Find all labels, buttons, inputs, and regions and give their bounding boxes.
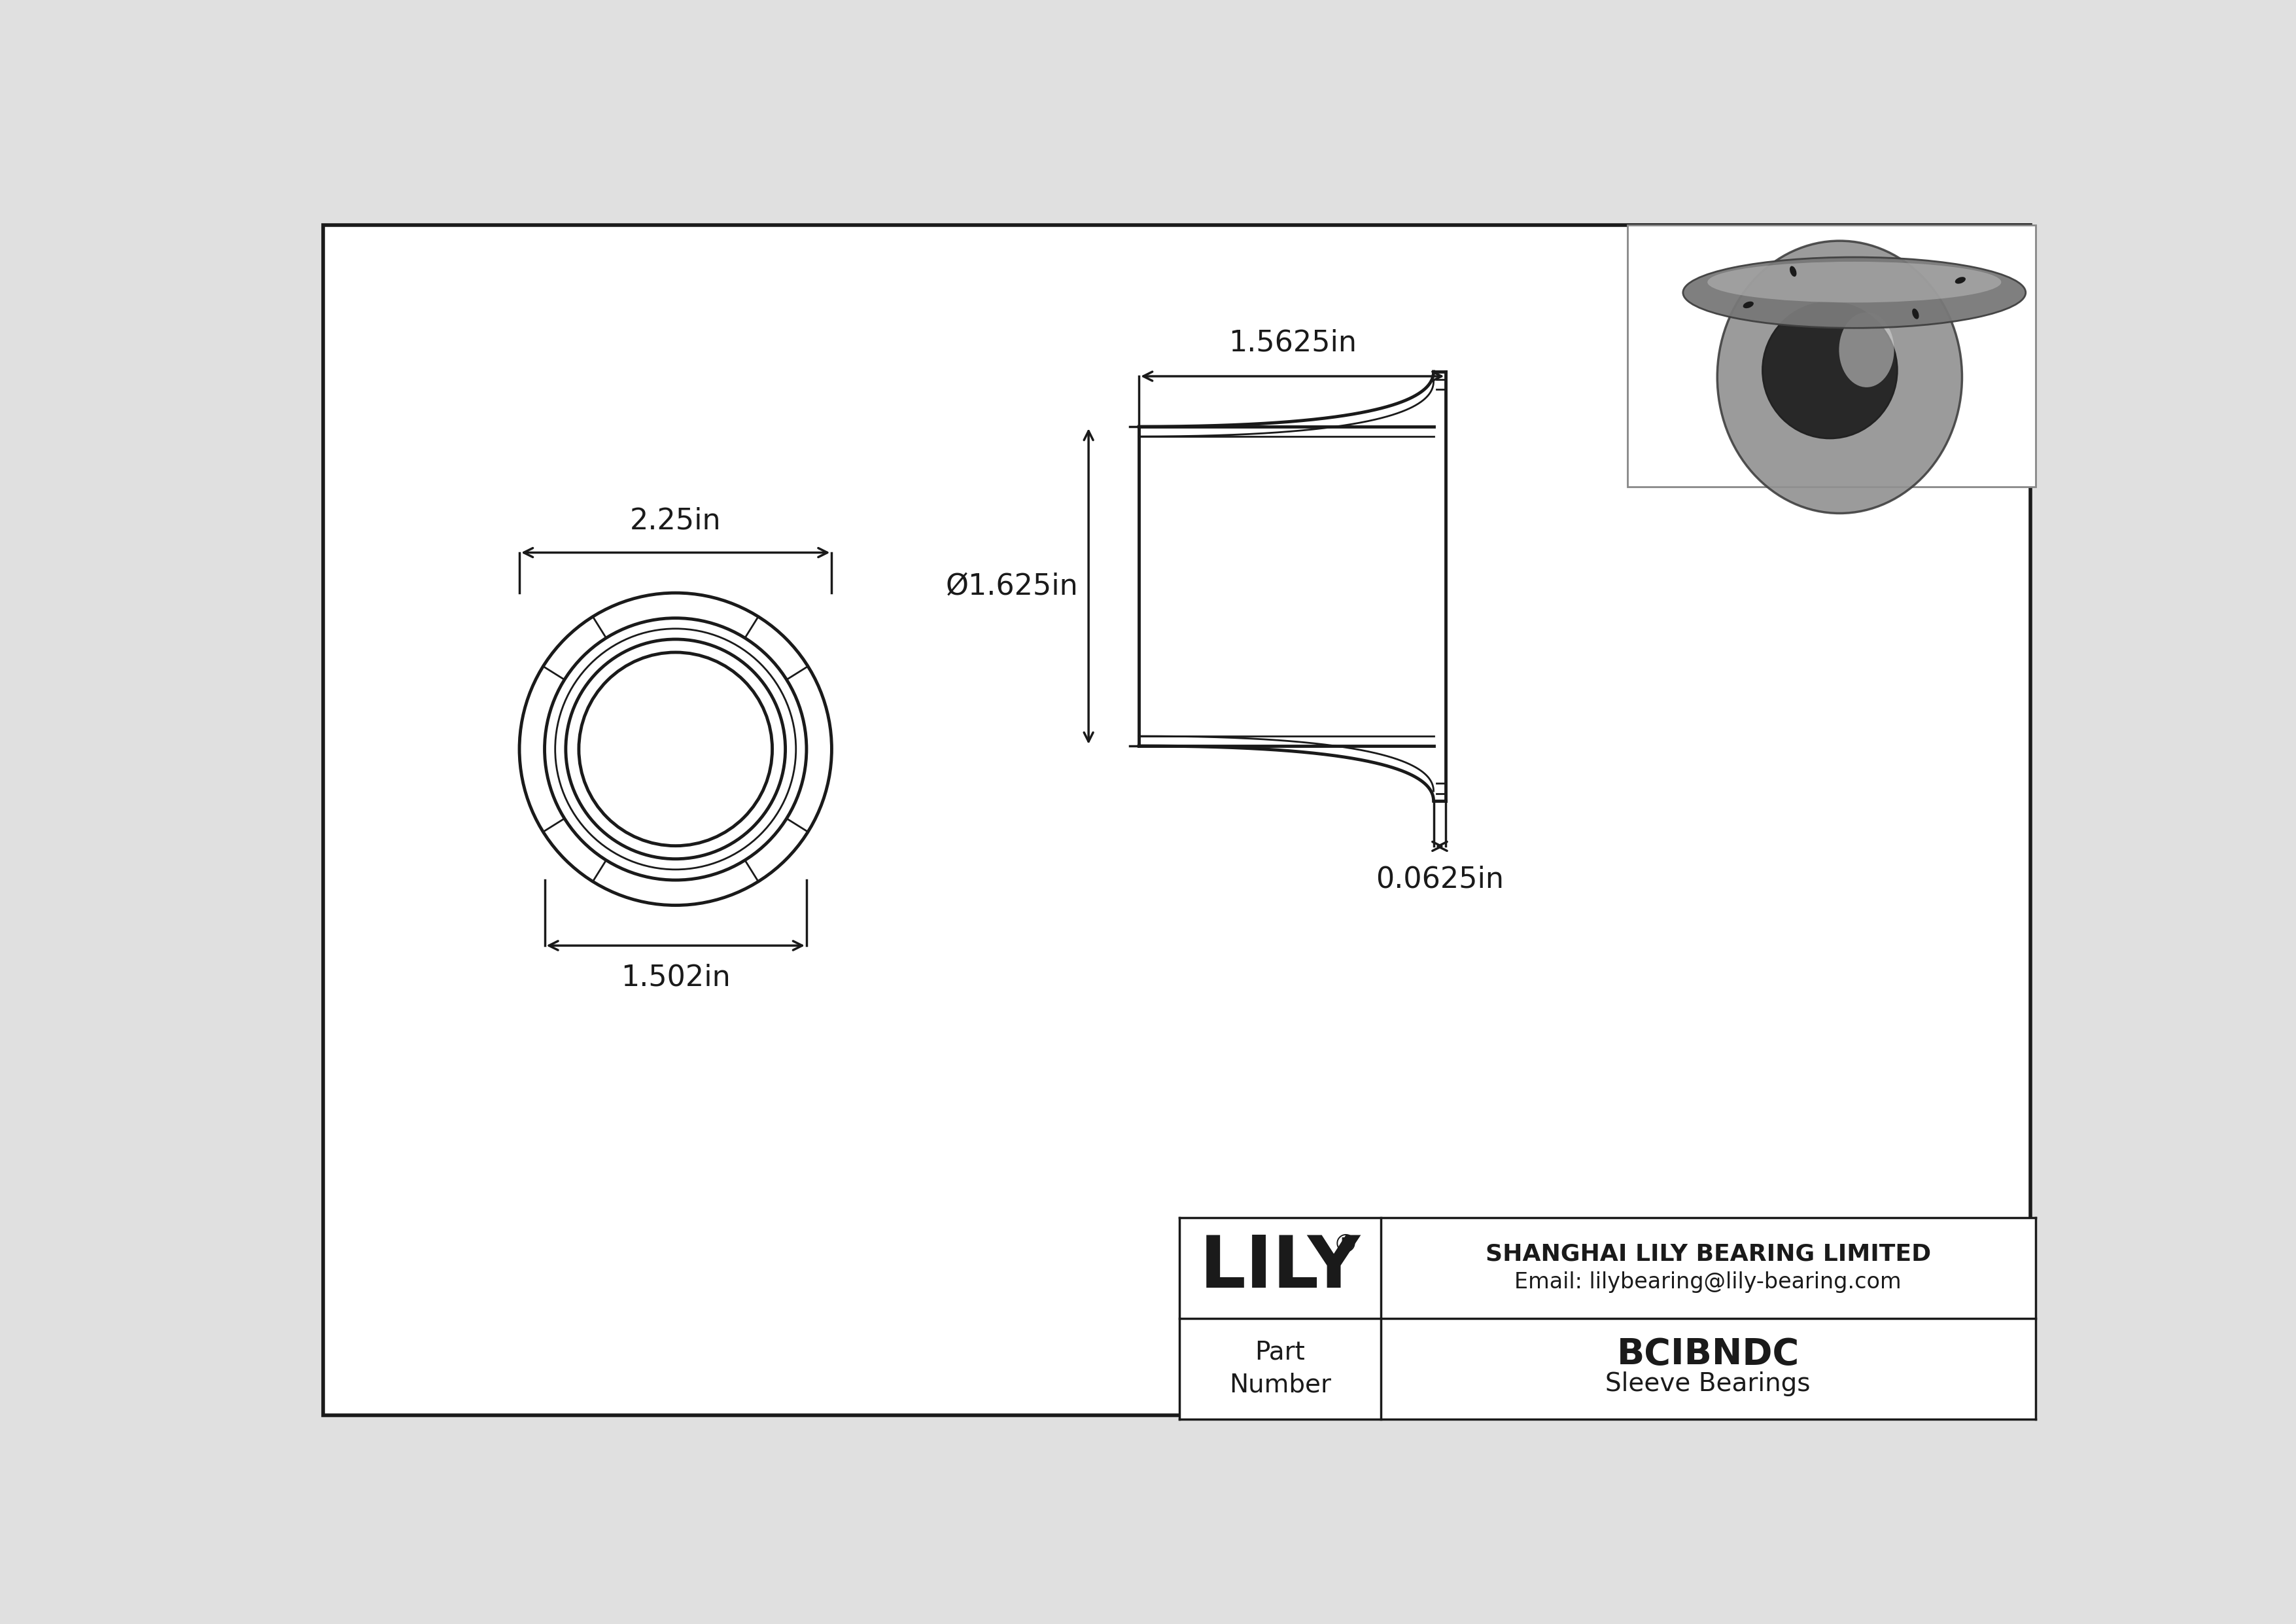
Text: BCIBNDC: BCIBNDC bbox=[1616, 1337, 1800, 1372]
Ellipse shape bbox=[1743, 302, 1754, 309]
Text: 1.502in: 1.502in bbox=[620, 963, 730, 991]
Text: SHANGHAI LILY BEARING LIMITED: SHANGHAI LILY BEARING LIMITED bbox=[1486, 1242, 1931, 1265]
Text: 1.5625in: 1.5625in bbox=[1228, 330, 1357, 357]
Bar bbox=[1628, 226, 2037, 487]
Bar bbox=[1180, 1218, 2037, 1419]
Ellipse shape bbox=[1763, 302, 1896, 438]
Bar bbox=[1134, 362, 1456, 810]
Wedge shape bbox=[744, 615, 808, 680]
Ellipse shape bbox=[1789, 266, 1795, 276]
Text: LILY: LILY bbox=[1199, 1233, 1362, 1302]
Ellipse shape bbox=[1954, 278, 1965, 284]
Ellipse shape bbox=[1708, 261, 2002, 302]
Wedge shape bbox=[542, 615, 606, 680]
Text: Sleeve Bearings: Sleeve Bearings bbox=[1605, 1371, 1812, 1397]
Text: Part
Number: Part Number bbox=[1228, 1340, 1332, 1398]
Text: 0.0625in: 0.0625in bbox=[1375, 866, 1504, 893]
Circle shape bbox=[510, 583, 843, 916]
Ellipse shape bbox=[1839, 312, 1894, 387]
Wedge shape bbox=[542, 818, 606, 883]
Text: Email: lilybearing@lily-bearing.com: Email: lilybearing@lily-bearing.com bbox=[1515, 1272, 1901, 1293]
Ellipse shape bbox=[1717, 240, 1963, 513]
Text: ®: ® bbox=[1332, 1233, 1359, 1257]
Text: 2.25in: 2.25in bbox=[629, 507, 721, 534]
Ellipse shape bbox=[1913, 309, 1919, 320]
Text: Ø1.625in: Ø1.625in bbox=[946, 572, 1079, 601]
Wedge shape bbox=[744, 818, 808, 883]
Ellipse shape bbox=[1683, 257, 2025, 328]
